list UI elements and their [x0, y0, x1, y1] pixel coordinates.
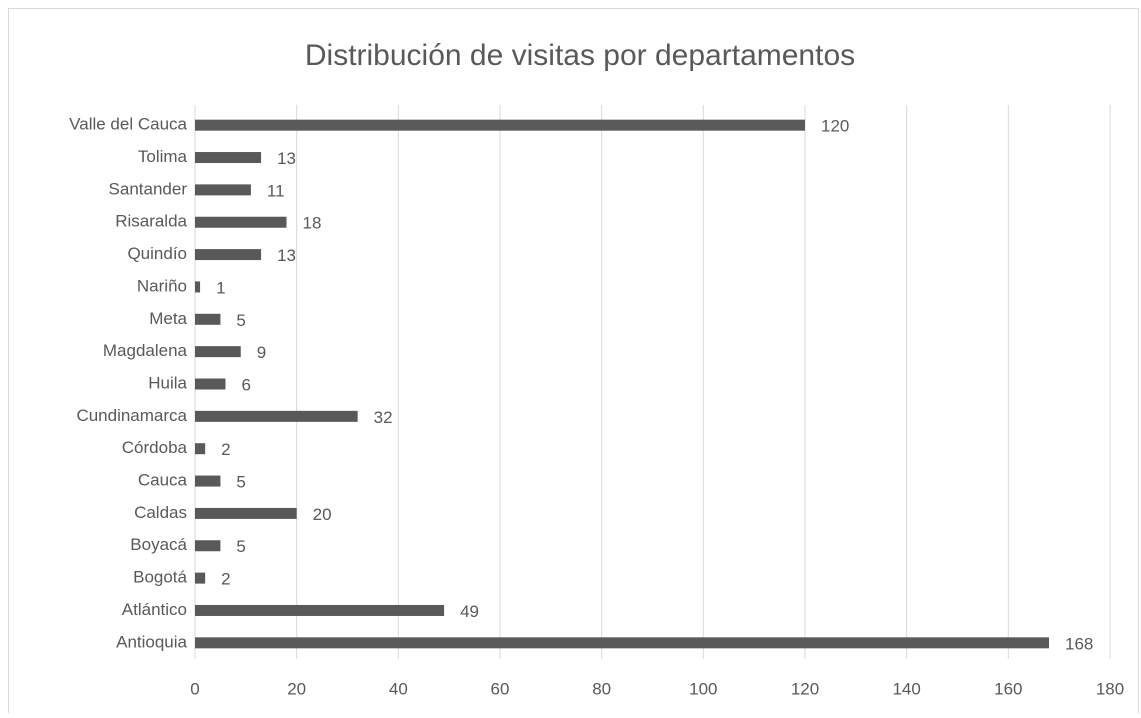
- y-tick-label: Boyacá: [130, 535, 187, 554]
- x-tick-label: 80: [592, 679, 611, 698]
- x-tick-label: 100: [689, 679, 717, 698]
- bar: [195, 249, 262, 261]
- x-tick-label: 160: [994, 679, 1022, 698]
- x-tick-label: 60: [491, 679, 510, 698]
- y-tick-label: Risaralda: [115, 212, 187, 231]
- y-tick-label: Bogotá: [133, 568, 187, 587]
- x-tick-label: 120: [791, 679, 819, 698]
- data-label: 6: [242, 375, 251, 394]
- data-label: 49: [460, 602, 479, 621]
- bar: [195, 378, 226, 390]
- chart-title: Distribución de visitas por departamento…: [305, 39, 855, 72]
- y-tick-label: Atlántico: [122, 600, 187, 619]
- y-tick-label: Córdoba: [122, 438, 188, 457]
- y-tick-label: Quindío: [127, 244, 187, 263]
- bar: [195, 152, 262, 164]
- bar: [195, 604, 445, 616]
- y-tick-label: Cundinamarca: [76, 406, 187, 425]
- data-label: 13: [277, 149, 296, 168]
- data-label: 5: [236, 537, 245, 556]
- data-label: 13: [277, 246, 296, 265]
- bar: [195, 443, 206, 455]
- y-tick-label: Cauca: [138, 471, 188, 490]
- bar: [195, 540, 221, 552]
- x-tick-label: 0: [190, 679, 199, 698]
- y-tick-label: Tolima: [138, 147, 188, 166]
- bar: [195, 281, 201, 293]
- data-label: 2: [221, 440, 230, 459]
- bar: [195, 507, 297, 519]
- data-label: 18: [303, 214, 322, 233]
- bar: [195, 119, 805, 131]
- data-label: 2: [221, 570, 230, 589]
- bar: [195, 410, 358, 422]
- bar: [195, 184, 251, 196]
- data-label: 11: [267, 181, 285, 200]
- data-label: 1: [216, 278, 225, 297]
- y-tick-label: Huila: [148, 373, 187, 392]
- bar: [195, 637, 1049, 649]
- data-label: 5: [236, 311, 245, 330]
- data-label: 5: [236, 473, 245, 492]
- bar: [195, 475, 221, 487]
- y-tick-label: Santander: [109, 179, 188, 198]
- data-label: 9: [257, 343, 266, 362]
- data-label: 120: [821, 117, 849, 136]
- bar: [195, 572, 206, 584]
- data-label: 168: [1065, 634, 1093, 653]
- y-tick-label: Magdalena: [103, 341, 188, 360]
- bar: [195, 313, 221, 325]
- x-tick-label: 140: [892, 679, 920, 698]
- y-tick-label: Antioquia: [116, 632, 187, 651]
- y-tick-label: Meta: [149, 309, 187, 328]
- x-tick-label: 20: [287, 679, 306, 698]
- y-tick-label: Valle del Cauca: [69, 115, 187, 134]
- x-tick-label: 40: [389, 679, 408, 698]
- y-tick-label: Caldas: [134, 503, 187, 522]
- bar: [195, 216, 287, 228]
- y-tick-label: Nariño: [137, 276, 187, 295]
- bar: [195, 346, 241, 358]
- data-label: 32: [374, 408, 393, 427]
- data-label: 20: [313, 505, 332, 524]
- x-tick-label: 180: [1096, 679, 1124, 698]
